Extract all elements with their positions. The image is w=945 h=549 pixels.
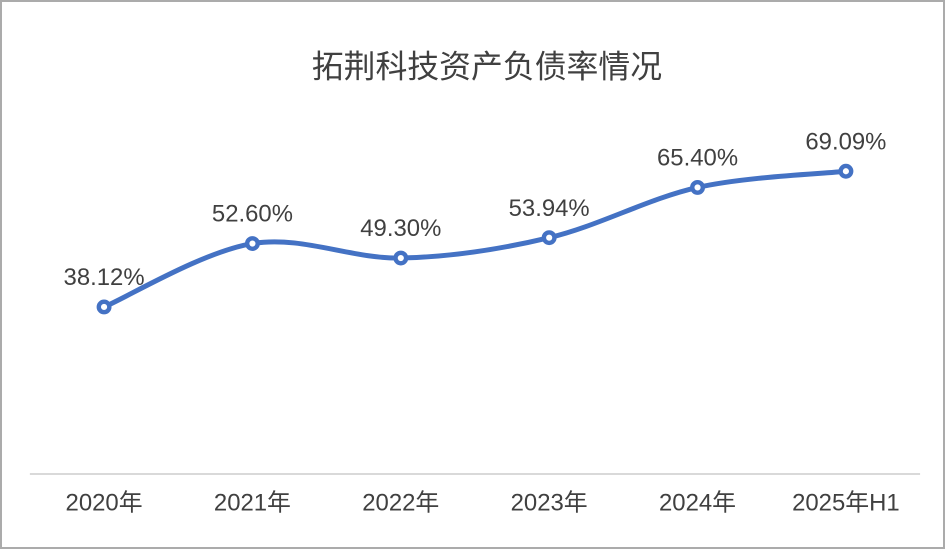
data-point-marker: [244, 236, 260, 251]
x-axis-tick-label: 2022年: [362, 489, 439, 516]
data-label: 69.09%: [805, 128, 886, 155]
data-point-marker: [690, 179, 706, 195]
data-label: 49.30%: [360, 215, 441, 242]
series-group: [101, 168, 849, 310]
data-label: 53.94%: [509, 195, 590, 222]
x-axis-tick-label: 2023年: [511, 489, 588, 516]
series-line: [101, 168, 849, 310]
data-labels-group: 38.12% 52.60% 49.30% 53.94% 65.40% 69.09%: [64, 128, 887, 291]
data-label: 52.60%: [212, 201, 293, 228]
x-axis-tick-label: 2024年: [659, 489, 736, 516]
x-axis-tick-label: 2025年H1: [792, 489, 900, 516]
data-label: 38.12%: [64, 264, 145, 291]
x-axis-tick-label: 2020年: [66, 489, 143, 516]
data-label: 65.40%: [657, 145, 738, 172]
chart-title: 拓荆科技资产负债率情况: [312, 48, 662, 84]
data-point-marker: [393, 250, 409, 266]
data-point-marker: [96, 299, 112, 315]
data-point-marker: [541, 230, 557, 246]
data-point-marker: [838, 163, 854, 179]
category-axis-labels: 2020年 2021年 2022年 2023年 2024年 2025年H1: [66, 489, 900, 516]
markers-group: [96, 163, 854, 315]
x-axis-tick-label: 2021年: [214, 489, 291, 516]
